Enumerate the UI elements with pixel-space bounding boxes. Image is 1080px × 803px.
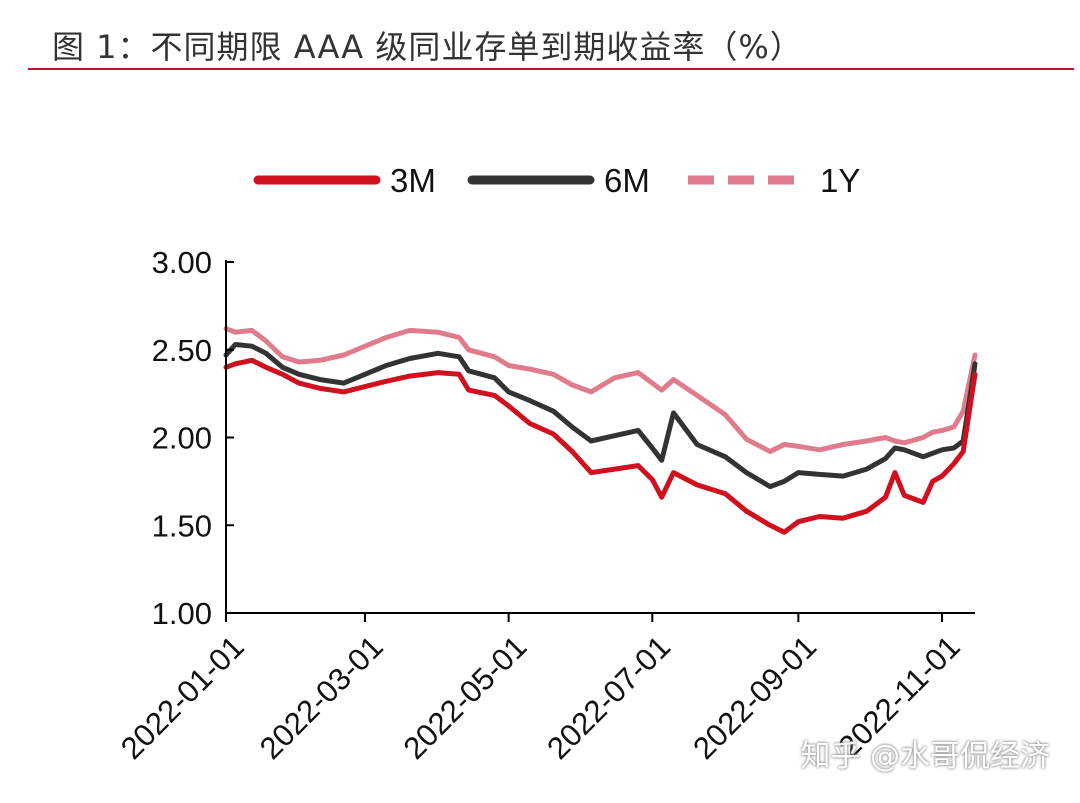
y-tick-label: 3.00 xyxy=(152,245,212,280)
x-tick-label: 2022-01-01 xyxy=(114,629,251,766)
x-tick-label: 2022-05-01 xyxy=(397,629,534,766)
legend-label-6m: 6M xyxy=(604,162,650,199)
y-tick-label: 2.50 xyxy=(152,333,212,368)
title-divider xyxy=(28,68,1074,70)
x-tick-label: 2022-03-01 xyxy=(253,629,390,766)
series-layer xyxy=(223,326,978,535)
series-line-3m xyxy=(223,357,978,535)
y-tick-label: 1.00 xyxy=(152,596,212,631)
chart-title: 图 1：不同期限 AAA 级同业存单到期收益率（%） xyxy=(52,28,803,66)
series-line-1y xyxy=(223,326,978,454)
series-line-6m xyxy=(223,342,978,490)
legend-label-3m: 3M xyxy=(390,162,436,199)
legend: 3M 6M 1Y xyxy=(253,162,860,199)
axes: 1.00 1.50 2.00 2.50 3.00 2022-01-01 2022-03-01… xyxy=(114,245,975,766)
legend-label-1y: 1Y xyxy=(820,162,860,199)
y-tick-label: 1.50 xyxy=(152,508,212,543)
y-tick-label: 2.00 xyxy=(152,421,212,456)
watermark: 知乎 @水哥侃经济 xyxy=(800,739,1050,774)
x-tick-label: 2022-07-01 xyxy=(540,629,677,766)
